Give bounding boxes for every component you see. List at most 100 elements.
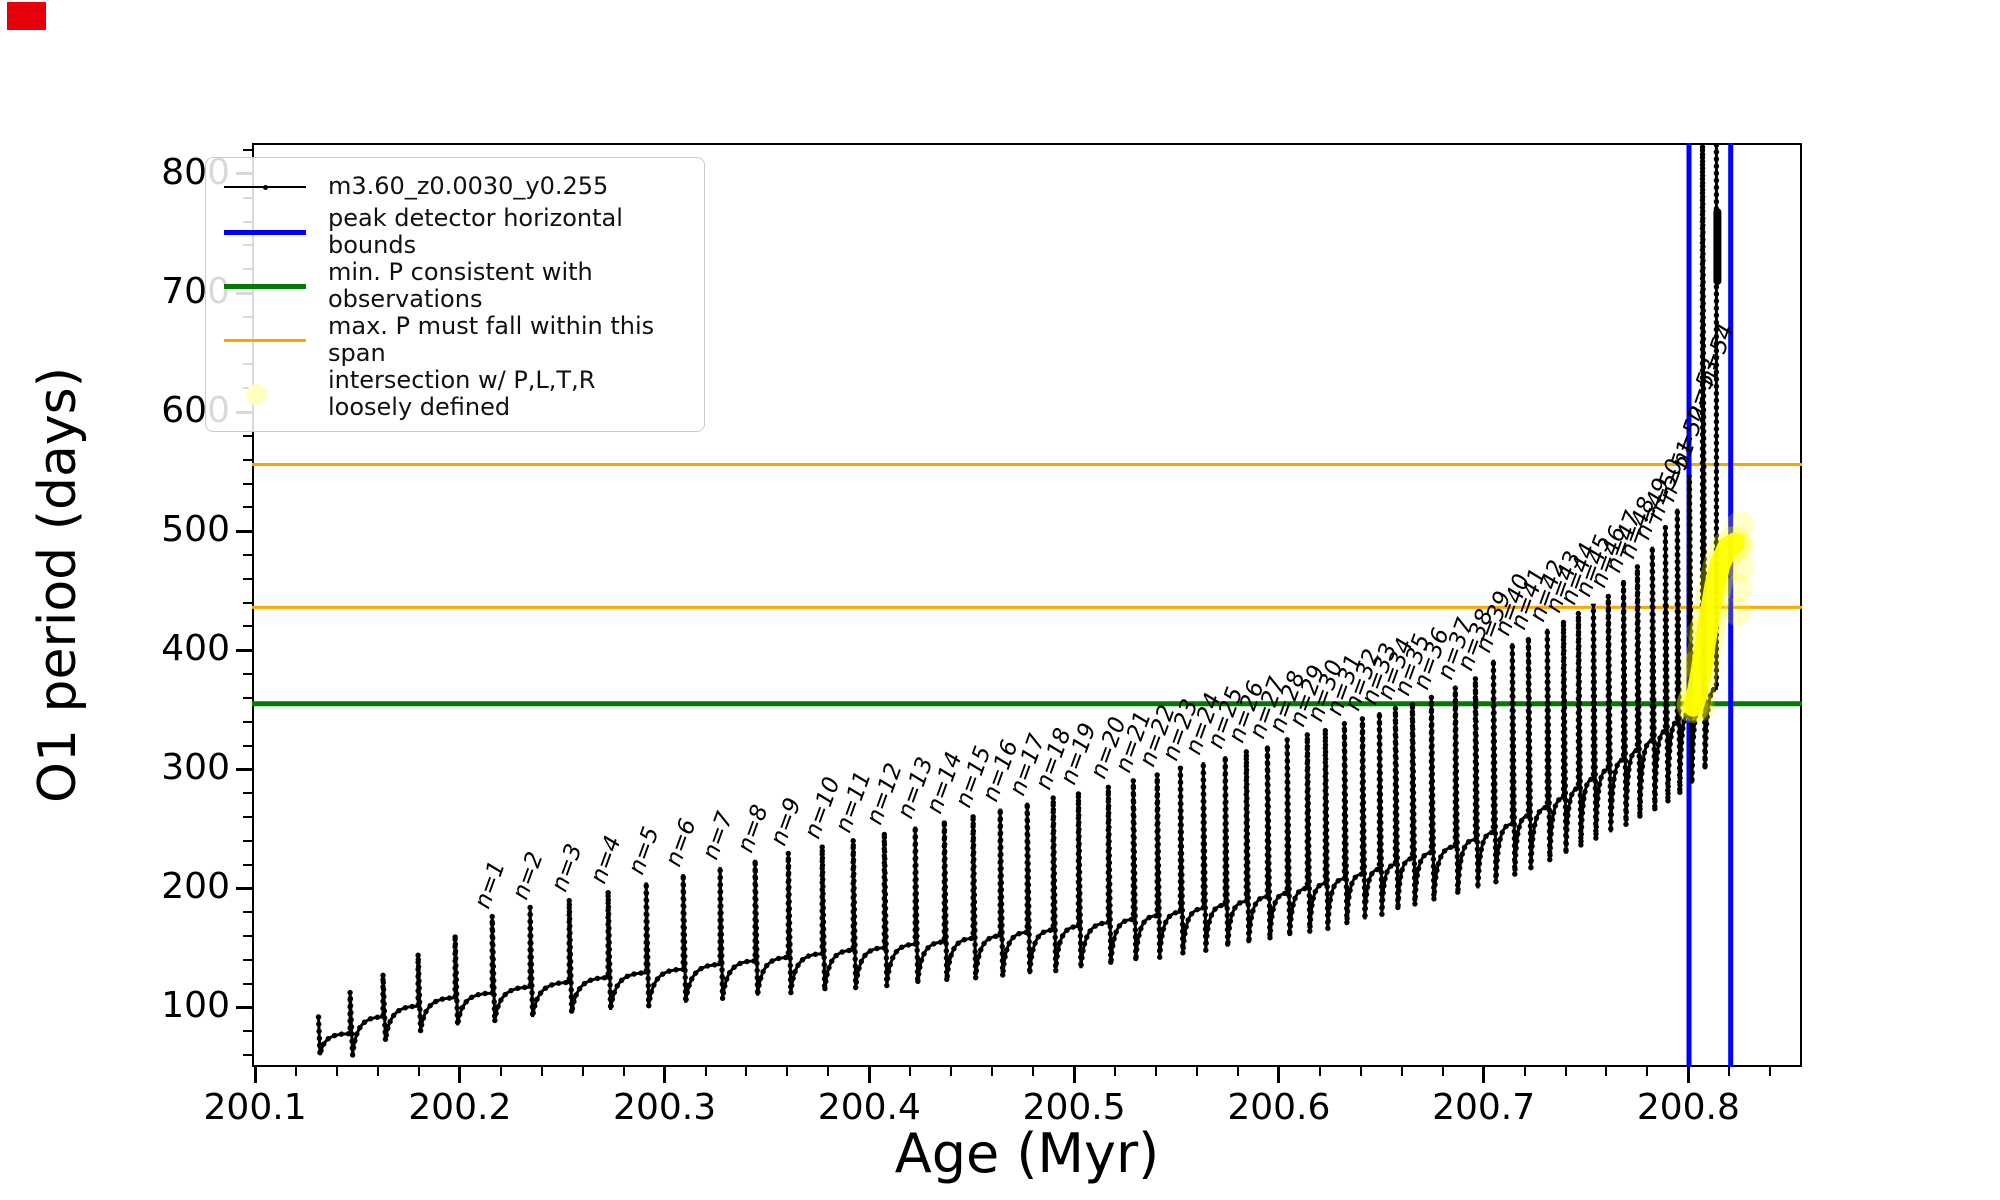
- legend-marker-dot-icon: [263, 184, 268, 190]
- y-minor-tick: [243, 482, 252, 485]
- legend-line-swatch: [220, 217, 316, 247]
- stellar-track-markers: [315, 143, 1720, 1056]
- legend-line-icon: [224, 338, 306, 342]
- x-minor-tick: [1769, 1067, 1772, 1076]
- legend-item-0: m3.60_z0.0030_y0.255: [220, 168, 690, 205]
- legend-line-icon: [224, 229, 306, 235]
- y-minor-tick: [243, 577, 252, 580]
- x-minor-tick: [991, 1067, 994, 1076]
- legend-item-1: peak detector horizontal bounds: [220, 205, 690, 259]
- x-minor-tick: [704, 1067, 707, 1076]
- x-minor-tick: [295, 1067, 298, 1076]
- y-major-tick: [236, 529, 252, 533]
- x-minor-tick: [786, 1067, 789, 1076]
- x-tick-label: 200.5: [1022, 1087, 1126, 1128]
- x-tick-label: 200.4: [817, 1087, 921, 1128]
- legend-item-3: max. P must fall within this span: [220, 313, 690, 367]
- y-minor-tick: [243, 601, 252, 604]
- x-minor-tick: [1441, 1067, 1444, 1076]
- x-minor-tick: [376, 1067, 379, 1076]
- x-major-tick: [253, 1067, 257, 1083]
- y-minor-tick: [243, 815, 252, 818]
- y-minor-tick: [243, 720, 252, 723]
- y-minor-tick: [243, 935, 252, 938]
- legend-item-label: intersection w/ P,L,T,R loosely defined: [328, 366, 596, 421]
- x-major-tick: [1277, 1067, 1281, 1083]
- legend-item-label: peak detector horizontal bounds: [328, 204, 623, 259]
- legend-item-label: min. P consistent with observations: [328, 258, 593, 313]
- x-minor-tick: [1646, 1067, 1649, 1076]
- x-minor-tick: [335, 1067, 338, 1076]
- y-minor-tick: [243, 696, 252, 699]
- x-minor-tick: [1236, 1067, 1239, 1076]
- x-major-tick: [1482, 1067, 1486, 1083]
- y-minor-tick: [243, 839, 252, 842]
- intersection-halo-dot: [1726, 552, 1755, 581]
- x-minor-tick: [745, 1067, 748, 1076]
- y-tick-label: 400: [161, 628, 230, 670]
- legend-dot-swatch: [220, 379, 316, 409]
- x-minor-tick: [1359, 1067, 1362, 1076]
- x-tick-label: 200.6: [1227, 1087, 1331, 1128]
- y-minor-tick: [243, 744, 252, 747]
- x-tick-label: 200.1: [203, 1087, 307, 1128]
- y-tick-label: 500: [161, 509, 230, 551]
- screen-corner-red-marker: [7, 2, 46, 30]
- x-minor-tick: [540, 1067, 543, 1076]
- y-major-tick: [236, 767, 252, 771]
- x-tick-label: 200.2: [408, 1087, 512, 1128]
- y-axis-label: O1 period (days): [28, 366, 88, 804]
- y-major-tick: [236, 1005, 252, 1009]
- legend-line-icon: [224, 283, 306, 289]
- chart-svg: [252, 143, 1802, 1067]
- y-tick-label: 100: [161, 985, 230, 1027]
- x-minor-tick: [909, 1067, 912, 1076]
- legend-item-2: min. P consistent with observations: [220, 259, 690, 313]
- x-minor-tick: [1564, 1067, 1567, 1076]
- y-minor-tick: [243, 911, 252, 914]
- x-minor-tick: [1523, 1067, 1526, 1076]
- legend-item-label: m3.60_z0.0030_y0.255: [328, 172, 609, 200]
- x-minor-tick: [950, 1067, 953, 1076]
- y-minor-tick: [243, 863, 252, 866]
- x-minor-tick: [1195, 1067, 1198, 1076]
- y-minor-tick: [243, 506, 252, 509]
- x-tick-label: 200.8: [1636, 1087, 1740, 1128]
- y-minor-tick: [243, 792, 252, 795]
- x-major-tick: [867, 1067, 871, 1083]
- y-minor-tick: [243, 958, 252, 961]
- x-minor-tick: [827, 1067, 830, 1076]
- y-minor-tick: [243, 553, 252, 556]
- intersection-halo-dot: [1724, 574, 1753, 603]
- y-major-tick: [236, 648, 252, 652]
- x-major-tick: [663, 1067, 667, 1083]
- legend-line-swatch: [220, 325, 316, 355]
- intersection-core-band: [1683, 532, 1745, 717]
- y-minor-tick: [243, 434, 252, 437]
- intersection-halo-dot: [1726, 511, 1754, 540]
- x-minor-tick: [1318, 1067, 1321, 1076]
- legend-line-swatch: [220, 271, 316, 301]
- legend-item-label: max. P must fall within this span: [328, 312, 655, 367]
- x-minor-tick: [622, 1067, 625, 1076]
- legend-item-4: intersection w/ P,L,T,R loosely defined: [220, 367, 690, 421]
- x-tick-label: 200.7: [1432, 1087, 1536, 1128]
- y-tick-label: 300: [161, 747, 230, 789]
- x-major-tick: [458, 1067, 462, 1083]
- x-minor-tick: [1154, 1067, 1157, 1076]
- y-minor-tick: [243, 1030, 252, 1033]
- x-minor-tick: [1605, 1067, 1608, 1076]
- y-minor-tick: [243, 625, 252, 628]
- intersection-marker-icon: [246, 383, 267, 405]
- legend-line-swatch: [220, 172, 316, 202]
- x-tick-label: 200.3: [613, 1087, 717, 1128]
- x-major-tick: [1686, 1067, 1690, 1083]
- y-tick-label: 200: [161, 866, 230, 908]
- intersection-halo-dot: [1723, 598, 1752, 627]
- y-minor-tick: [243, 458, 252, 461]
- x-minor-tick: [1114, 1067, 1117, 1076]
- x-minor-tick: [581, 1067, 584, 1076]
- x-axis-label: Age (Myr): [894, 1122, 1160, 1185]
